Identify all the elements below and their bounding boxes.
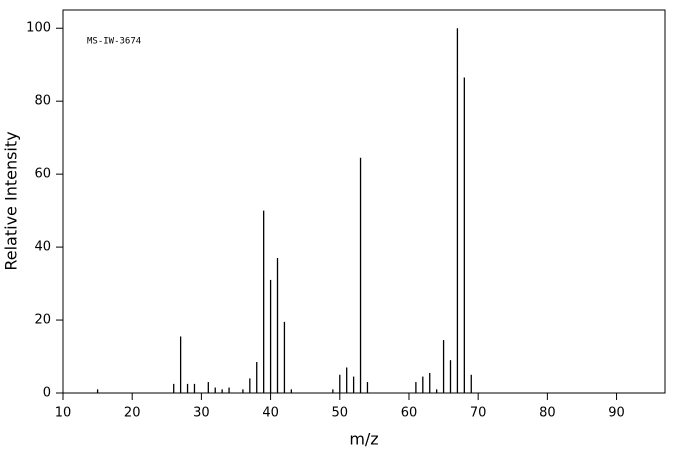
x-tick-label: 80 (539, 406, 556, 421)
x-tick-label: 10 (55, 406, 72, 421)
y-tick-label: 80 (34, 94, 51, 109)
x-tick-label: 50 (332, 406, 349, 421)
y-tick-label: 20 (34, 313, 51, 328)
x-tick-label: 30 (193, 406, 210, 421)
x-tick-label: 90 (608, 406, 625, 421)
x-tick-label: 70 (470, 406, 487, 421)
y-tick-label: 60 (34, 167, 51, 182)
x-tick-label: 60 (401, 406, 418, 421)
y-axis-label: Relative Intensity (2, 131, 21, 270)
x-axis-label: m/z (349, 430, 378, 449)
plot-frame (62, 9, 666, 394)
y-tick-label: 40 (34, 240, 51, 255)
y-tick-label: 0 (43, 386, 51, 401)
y-tick-label: 100 (26, 21, 51, 36)
x-tick-label: 40 (262, 406, 279, 421)
annotation: MS-IW-3674 (87, 37, 141, 47)
x-tick-label: 20 (124, 406, 141, 421)
